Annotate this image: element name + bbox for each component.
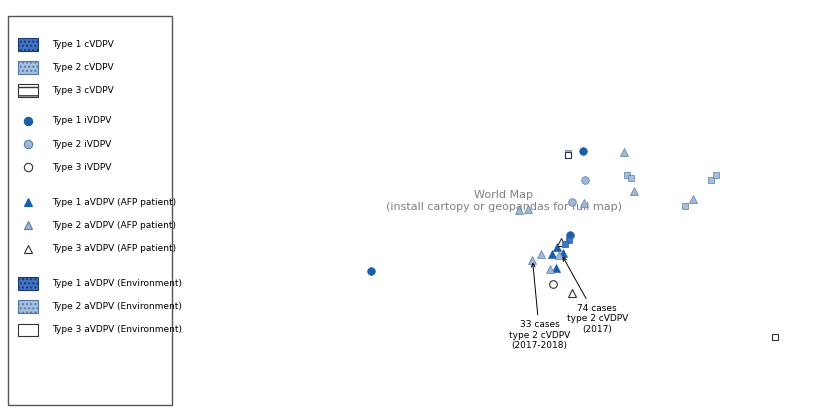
Bar — [18, 84, 38, 97]
Text: World Map
(install cartopy or geopandas for full map): World Map (install cartopy or geopandas … — [385, 190, 622, 212]
Text: Type 1 aVDPV (AFP patient): Type 1 aVDPV (AFP patient) — [52, 198, 176, 207]
Text: Type 3 aVDPV (Environment): Type 3 aVDPV (Environment) — [52, 325, 182, 334]
Text: Type 3 aVDPV (AFP patient): Type 3 aVDPV (AFP patient) — [52, 244, 176, 253]
Bar — [18, 300, 38, 313]
Bar — [18, 324, 38, 337]
Text: 74 cases
type 2 cVDPV
(2017): 74 cases type 2 cVDPV (2017) — [563, 257, 628, 334]
Text: Type 1 iVDPV: Type 1 iVDPV — [52, 116, 111, 126]
Text: Type 2 cVDPV: Type 2 cVDPV — [52, 63, 114, 72]
Text: Type 3 iVDPV: Type 3 iVDPV — [52, 163, 111, 172]
Text: Type 2 aVDPV (AFP patient): Type 2 aVDPV (AFP patient) — [52, 221, 176, 230]
Text: Type 1 aVDPV (Environment): Type 1 aVDPV (Environment) — [52, 279, 182, 288]
Bar — [18, 38, 38, 51]
Bar — [18, 277, 38, 290]
Bar — [18, 61, 38, 74]
Text: Type 3 cVDPV: Type 3 cVDPV — [52, 86, 114, 95]
Text: Type 2 aVDPV (Environment): Type 2 aVDPV (Environment) — [52, 302, 182, 311]
Text: 33 cases
type 2 cVDPV
(2017-2018): 33 cases type 2 cVDPV (2017-2018) — [509, 264, 570, 350]
Text: Type 1 cVDPV: Type 1 cVDPV — [52, 40, 114, 49]
Text: Type 2 iVDPV: Type 2 iVDPV — [52, 140, 111, 149]
